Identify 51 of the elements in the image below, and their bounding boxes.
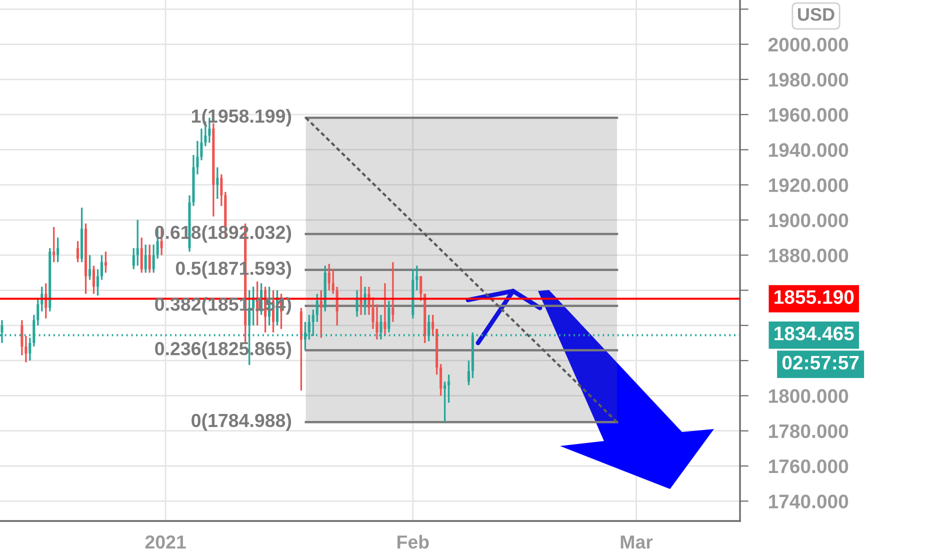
y-tick-label: 1880.000 <box>769 248 848 262</box>
y-tick-label: 1920.000 <box>769 178 848 192</box>
candlestick <box>148 244 151 274</box>
y-tick-label: 1800.000 <box>769 389 848 403</box>
y-tick-label: 1780.000 <box>769 424 848 438</box>
candlestick <box>144 244 147 274</box>
x-tick-label: Feb <box>397 534 429 549</box>
candlestick <box>52 226 56 264</box>
candlestick <box>100 254 103 281</box>
candlestick <box>376 304 378 340</box>
candlestick <box>56 236 60 264</box>
x-tick-label: 2021 <box>145 535 186 549</box>
candlestick <box>416 264 418 292</box>
y-tick-label: 1980.000 <box>769 72 848 87</box>
candlestick <box>440 363 442 397</box>
candlestick <box>384 282 386 337</box>
candlestick <box>104 250 107 274</box>
candlestick <box>448 374 450 404</box>
text: 02:57:57 <box>782 356 859 370</box>
candlestick <box>467 360 470 386</box>
text: USD <box>798 8 834 21</box>
candlestick <box>328 263 330 292</box>
y-tick-label: 1940.000 <box>769 143 848 157</box>
candlestick <box>36 298 40 326</box>
candlestick <box>320 289 322 339</box>
y-tick-label: 1740.000 <box>769 494 848 508</box>
y-tick-label: 1760.000 <box>769 459 848 474</box>
candlestick <box>132 247 135 270</box>
candlestick <box>20 319 24 356</box>
candlestick <box>96 268 100 296</box>
candlestick <box>420 275 422 302</box>
ref-line-label: 1834.465 <box>774 326 854 340</box>
x-tick-label: Mar <box>620 536 653 549</box>
candlestick <box>316 292 318 323</box>
series-label: 1(1958.199) <box>192 108 292 126</box>
candlestick <box>444 380 446 423</box>
candlestick <box>88 254 92 281</box>
y-tick-label: 1900.000 <box>769 213 848 228</box>
candlestick <box>76 240 80 264</box>
candlestick <box>392 261 394 323</box>
candlestick <box>432 314 434 337</box>
series-label: 0(1784.988) <box>192 413 292 431</box>
y-tick-label: 2000.000 <box>768 38 848 52</box>
candlestick <box>136 219 139 267</box>
y-tick-label: 1960.000 <box>769 108 848 122</box>
ref-line-label: 1855.190 <box>774 290 854 304</box>
candlestick <box>332 268 334 295</box>
candlestick <box>216 166 219 200</box>
candlestick <box>220 173 223 207</box>
candlestick <box>140 236 143 274</box>
candlestick <box>92 264 96 295</box>
